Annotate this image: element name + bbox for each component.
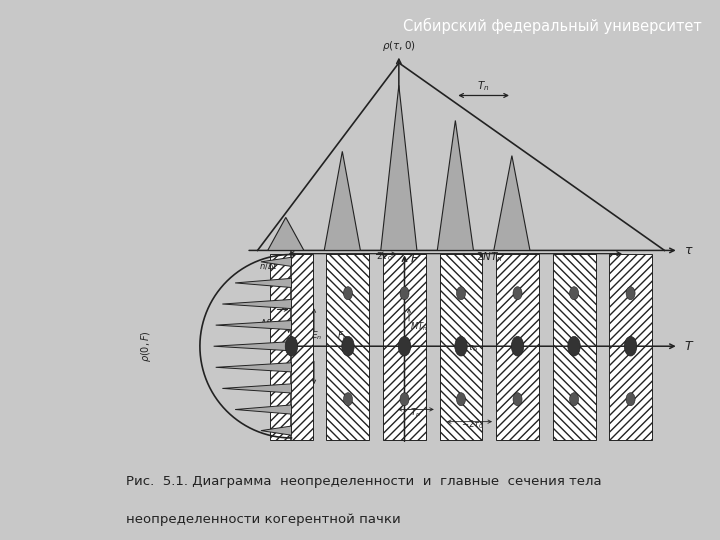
Polygon shape (216, 363, 292, 372)
Ellipse shape (624, 336, 636, 356)
Text: $\tau_0$: $\tau_0$ (467, 343, 477, 354)
Text: Сибирский федеральный университет: Сибирский федеральный университет (403, 18, 702, 33)
Polygon shape (268, 218, 304, 251)
Text: $2NT_n$: $2NT_n$ (476, 251, 503, 265)
Ellipse shape (342, 336, 354, 356)
Text: $E_n$: $E_n$ (311, 329, 323, 342)
Ellipse shape (398, 336, 410, 356)
Polygon shape (494, 156, 530, 251)
Text: $-2\tau_0$: $-2\tau_0$ (461, 418, 484, 431)
Ellipse shape (400, 393, 409, 406)
Ellipse shape (568, 336, 580, 356)
Bar (552, 254, 595, 440)
Ellipse shape (513, 287, 522, 300)
Bar (383, 254, 426, 440)
Text: $\rho(0,F)$: $\rho(0,F)$ (139, 330, 153, 362)
Text: $\tau$: $\tau$ (684, 244, 694, 257)
Polygon shape (261, 426, 292, 435)
Ellipse shape (285, 336, 297, 356)
Polygon shape (222, 300, 292, 309)
Text: $MT_n$: $MT_n$ (410, 321, 428, 333)
Ellipse shape (343, 287, 353, 300)
Text: $F_n$: $F_n$ (337, 329, 348, 342)
Text: $\rho(\tau,0)$: $\rho(\tau,0)$ (382, 39, 415, 53)
Bar (326, 254, 369, 440)
Polygon shape (222, 384, 292, 393)
Ellipse shape (513, 393, 522, 406)
Text: $T$: $T$ (684, 340, 695, 353)
Bar (496, 254, 539, 440)
Text: неопределенности когерентной пачки: неопределенности когерентной пачки (126, 513, 401, 526)
Polygon shape (235, 405, 292, 414)
Polygon shape (381, 85, 417, 251)
Polygon shape (261, 257, 292, 266)
Text: $T_n$: $T_n$ (477, 79, 490, 93)
Polygon shape (235, 278, 292, 287)
Text: $F$: $F$ (410, 252, 420, 266)
Text: $\Delta f$: $\Delta f$ (260, 317, 272, 328)
Text: $2\tau_0$: $2\tau_0$ (377, 251, 393, 263)
Ellipse shape (570, 287, 579, 300)
Ellipse shape (456, 393, 466, 406)
Text: $T_n$: $T_n$ (410, 407, 421, 419)
Text: $n/\Delta t$: $n/\Delta t$ (259, 260, 279, 271)
Polygon shape (437, 120, 474, 251)
Ellipse shape (626, 287, 635, 300)
Ellipse shape (343, 393, 353, 406)
Polygon shape (216, 321, 292, 330)
Ellipse shape (456, 287, 466, 300)
Polygon shape (324, 151, 361, 251)
Bar (609, 254, 652, 440)
Text: Рис.  5.1. Диаграмма  неопределенности  и  главные  сечения тела: Рис. 5.1. Диаграмма неопределенности и г… (126, 475, 602, 488)
Bar (270, 254, 313, 440)
Ellipse shape (455, 336, 467, 356)
Ellipse shape (400, 287, 409, 300)
Ellipse shape (570, 393, 579, 406)
Ellipse shape (626, 393, 635, 406)
Polygon shape (214, 342, 292, 351)
Ellipse shape (511, 336, 523, 356)
Bar (439, 254, 482, 440)
